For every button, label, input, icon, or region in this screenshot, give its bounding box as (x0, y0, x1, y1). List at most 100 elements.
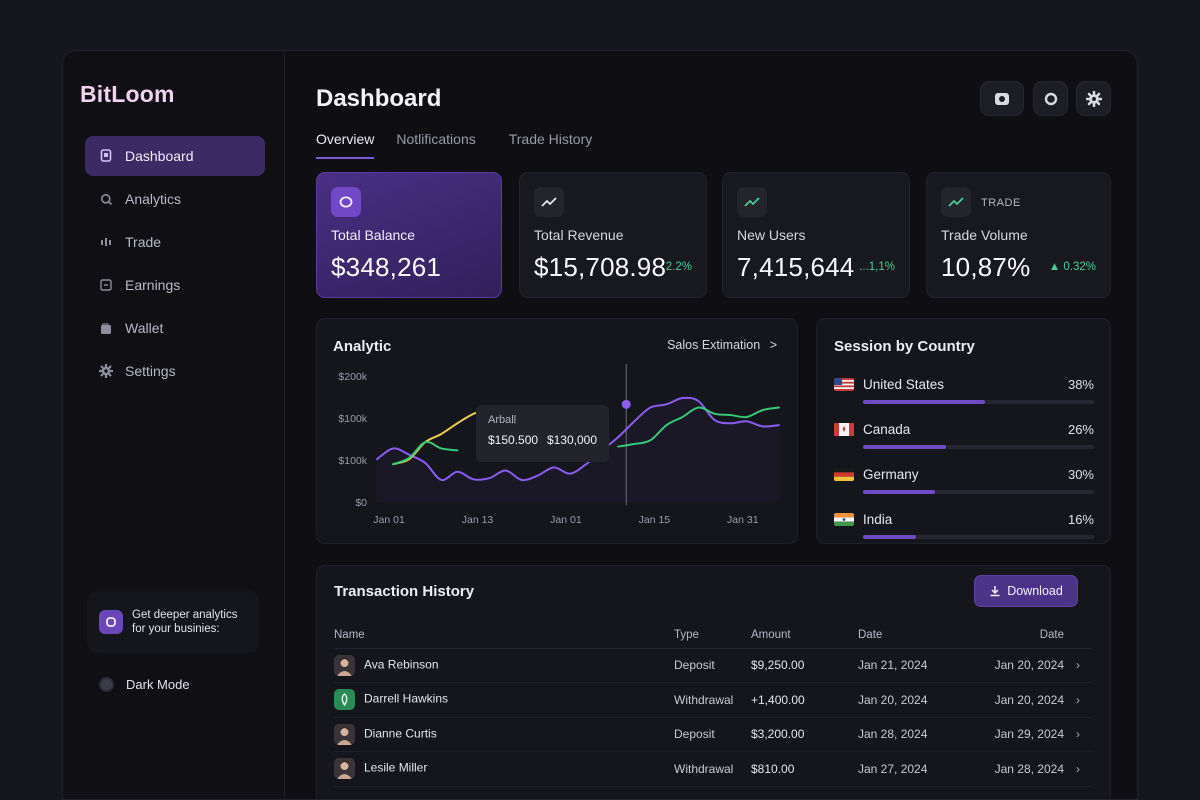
chevron-right-icon: > (769, 338, 777, 352)
chevron-right-icon[interactable]: › (1064, 648, 1092, 683)
table-header-row: Name Type Amount Date Date (334, 622, 1092, 649)
tab-overview[interactable]: Overview (316, 131, 375, 159)
column-header-date[interactable]: Date (858, 622, 980, 649)
chevron-right-icon[interactable]: › (1064, 751, 1092, 787)
sales-estimation-label: Salos Extimation (667, 338, 761, 352)
tab-notifications[interactable]: Notlifications (396, 131, 476, 147)
trend-up-icon (941, 187, 971, 217)
row-name: Lesile Miller (364, 760, 428, 775)
x-tick-label: Jan 15 (639, 514, 671, 526)
column-header-type[interactable]: Type (674, 622, 751, 649)
chevron-right-icon[interactable]: › (1064, 717, 1092, 752)
header-actions (980, 81, 1111, 116)
country-row: United States 38% (834, 376, 1094, 406)
sidebar-item-dashboard[interactable]: Dashboard (85, 136, 265, 176)
column-header-date-2[interactable]: Date (980, 622, 1064, 649)
tab-trade-history[interactable]: Trade History (508, 131, 593, 147)
column-header-action (1064, 622, 1092, 649)
sidebar-item-label: Earnings (125, 277, 181, 293)
sidebar-item-label: Trade (125, 234, 162, 250)
dashboard-icon (99, 149, 113, 163)
trade-icon (99, 235, 113, 249)
table-row[interactable]: Ava Rebinson Deposit $9,250.00 Jan 21, 2… (334, 648, 1092, 683)
analytic-title: Analytic (333, 338, 392, 355)
sidebar-item-settings[interactable]: Settings (85, 351, 265, 391)
sales-estimation-link[interactable]: Salos Extimation > (667, 338, 777, 352)
country-name: India (863, 512, 893, 527)
download-button[interactable]: Download (974, 575, 1078, 607)
earnings-icon (99, 278, 113, 292)
settings-button[interactable] (1076, 81, 1111, 116)
column-header-name[interactable]: Name (334, 622, 674, 649)
trend-up-icon (737, 187, 767, 217)
country-progress-track (863, 400, 1094, 404)
dark-mode-toggle[interactable]: Dark Mode (99, 677, 190, 692)
sidebar-item-trade[interactable]: Trade (85, 222, 265, 262)
dark-mode-label: Dark Mode (126, 677, 190, 692)
trend-up-icon (534, 187, 564, 217)
app-window: BitLoom Dashboard Analytics Trade (62, 50, 1138, 800)
transaction-table: Name Type Amount Date Date Ava Rebinson … (334, 622, 1092, 787)
upgrade-promo[interactable]: Get deeper analytics for your businies: (87, 591, 259, 653)
sidebar-nav: Dashboard Analytics Trade Earnings (85, 136, 265, 394)
session-title: Session by Country (834, 338, 975, 355)
stat-card-total-balance[interactable]: Total Balance $348,261 (316, 172, 502, 298)
sidebar-item-label: Wallet (125, 320, 164, 336)
tab-bar: Overview Notlifications Trade History (316, 131, 614, 159)
row-date-2: Jan 20, 2024 (980, 682, 1064, 718)
stat-card-new-users[interactable]: New Users 7,415,644 ...1,1% (722, 172, 910, 298)
country-row: India 16% (834, 511, 1094, 541)
country-row: Germany 30% (834, 466, 1094, 496)
country-name: Canada (863, 422, 911, 437)
country-progress-track (863, 490, 1094, 494)
circle-icon (1044, 92, 1057, 105)
stat-card-trade-volume[interactable]: TRADE Trade Volume 10,87% ▲ 0.32% (926, 172, 1111, 298)
y-tick-label: $100k (338, 413, 367, 425)
tooltip-label: Arball (488, 414, 517, 426)
row-date: Jan 27, 2024 (858, 751, 980, 787)
chevron-right-icon[interactable]: › (1064, 682, 1092, 718)
promo-text: Get deeper analytics for your businies: (132, 608, 237, 636)
avatar (334, 654, 355, 676)
table-row[interactable]: Lesile Miller Withdrawal $810.00 Jan 27,… (334, 751, 1092, 787)
column-header-amount[interactable]: Amount (751, 622, 858, 649)
y-tick-label: $0 (355, 497, 367, 509)
country-progress-track (863, 535, 1094, 539)
country-progress-fill (863, 445, 947, 449)
table-row[interactable]: Dianne Curtis Deposit $3,200.00 Jan 28, … (334, 717, 1092, 752)
stat-card-total-revenue[interactable]: Total Revenue $15,708.98 2.2% (519, 172, 707, 298)
analytic-chart[interactable]: $200k $100k $100k $0 Jan 01 Jan 13 Jan 01 Jan 1… (317, 319, 797, 545)
sidebar-item-wallet[interactable]: Wallet (85, 308, 265, 348)
dark-mode-icon (99, 677, 114, 692)
stat-label: Total Balance (331, 227, 416, 243)
profile-button[interactable] (1033, 81, 1068, 116)
main-content: Dashboard Overview Notlifications Trade … (285, 51, 1137, 799)
page-title: Dashboard (316, 85, 442, 112)
row-amount: $810.00 (751, 751, 858, 787)
country-name: United States (863, 377, 945, 392)
row-name: Dianne Curtis (364, 726, 437, 741)
country-row: Canada 26% (834, 421, 1094, 451)
row-amount: +1,400.00 (751, 682, 858, 718)
session-by-country-panel: Session by Country United States 38% Can… (816, 318, 1111, 544)
table-row[interactable]: Darrell Hawkins Withdrawal +1,400.00 Jan… (334, 682, 1092, 718)
row-name: Darrell Hawkins (364, 691, 449, 706)
app-logo: BitLoom (80, 81, 175, 107)
gear-icon (99, 364, 113, 378)
row-date: Jan 20, 2024 (858, 682, 980, 718)
sidebar-item-earnings[interactable]: Earnings (85, 265, 265, 305)
sidebar-item-analytics[interactable]: Analytics (85, 179, 265, 219)
stat-value: 10,87% (941, 252, 1031, 282)
chart-tooltip: Arball $150.500 $130,000 (476, 405, 609, 462)
row-amount: $9,250.00 (751, 648, 858, 683)
camera-button[interactable] (980, 81, 1024, 116)
tooltip-value-2: $130,000 (546, 433, 597, 447)
stat-change: ▲ 0.32% (1048, 261, 1096, 273)
sidebar-item-label: Dashboard (125, 148, 194, 164)
sidebar-item-label: Settings (125, 363, 176, 379)
download-icon (990, 586, 1000, 597)
sidebar: BitLoom Dashboard Analytics Trade (63, 51, 285, 799)
row-date-2: Jan 29, 2024 (980, 717, 1064, 752)
download-label: Download (1007, 584, 1063, 598)
row-type: Deposit (674, 717, 751, 752)
